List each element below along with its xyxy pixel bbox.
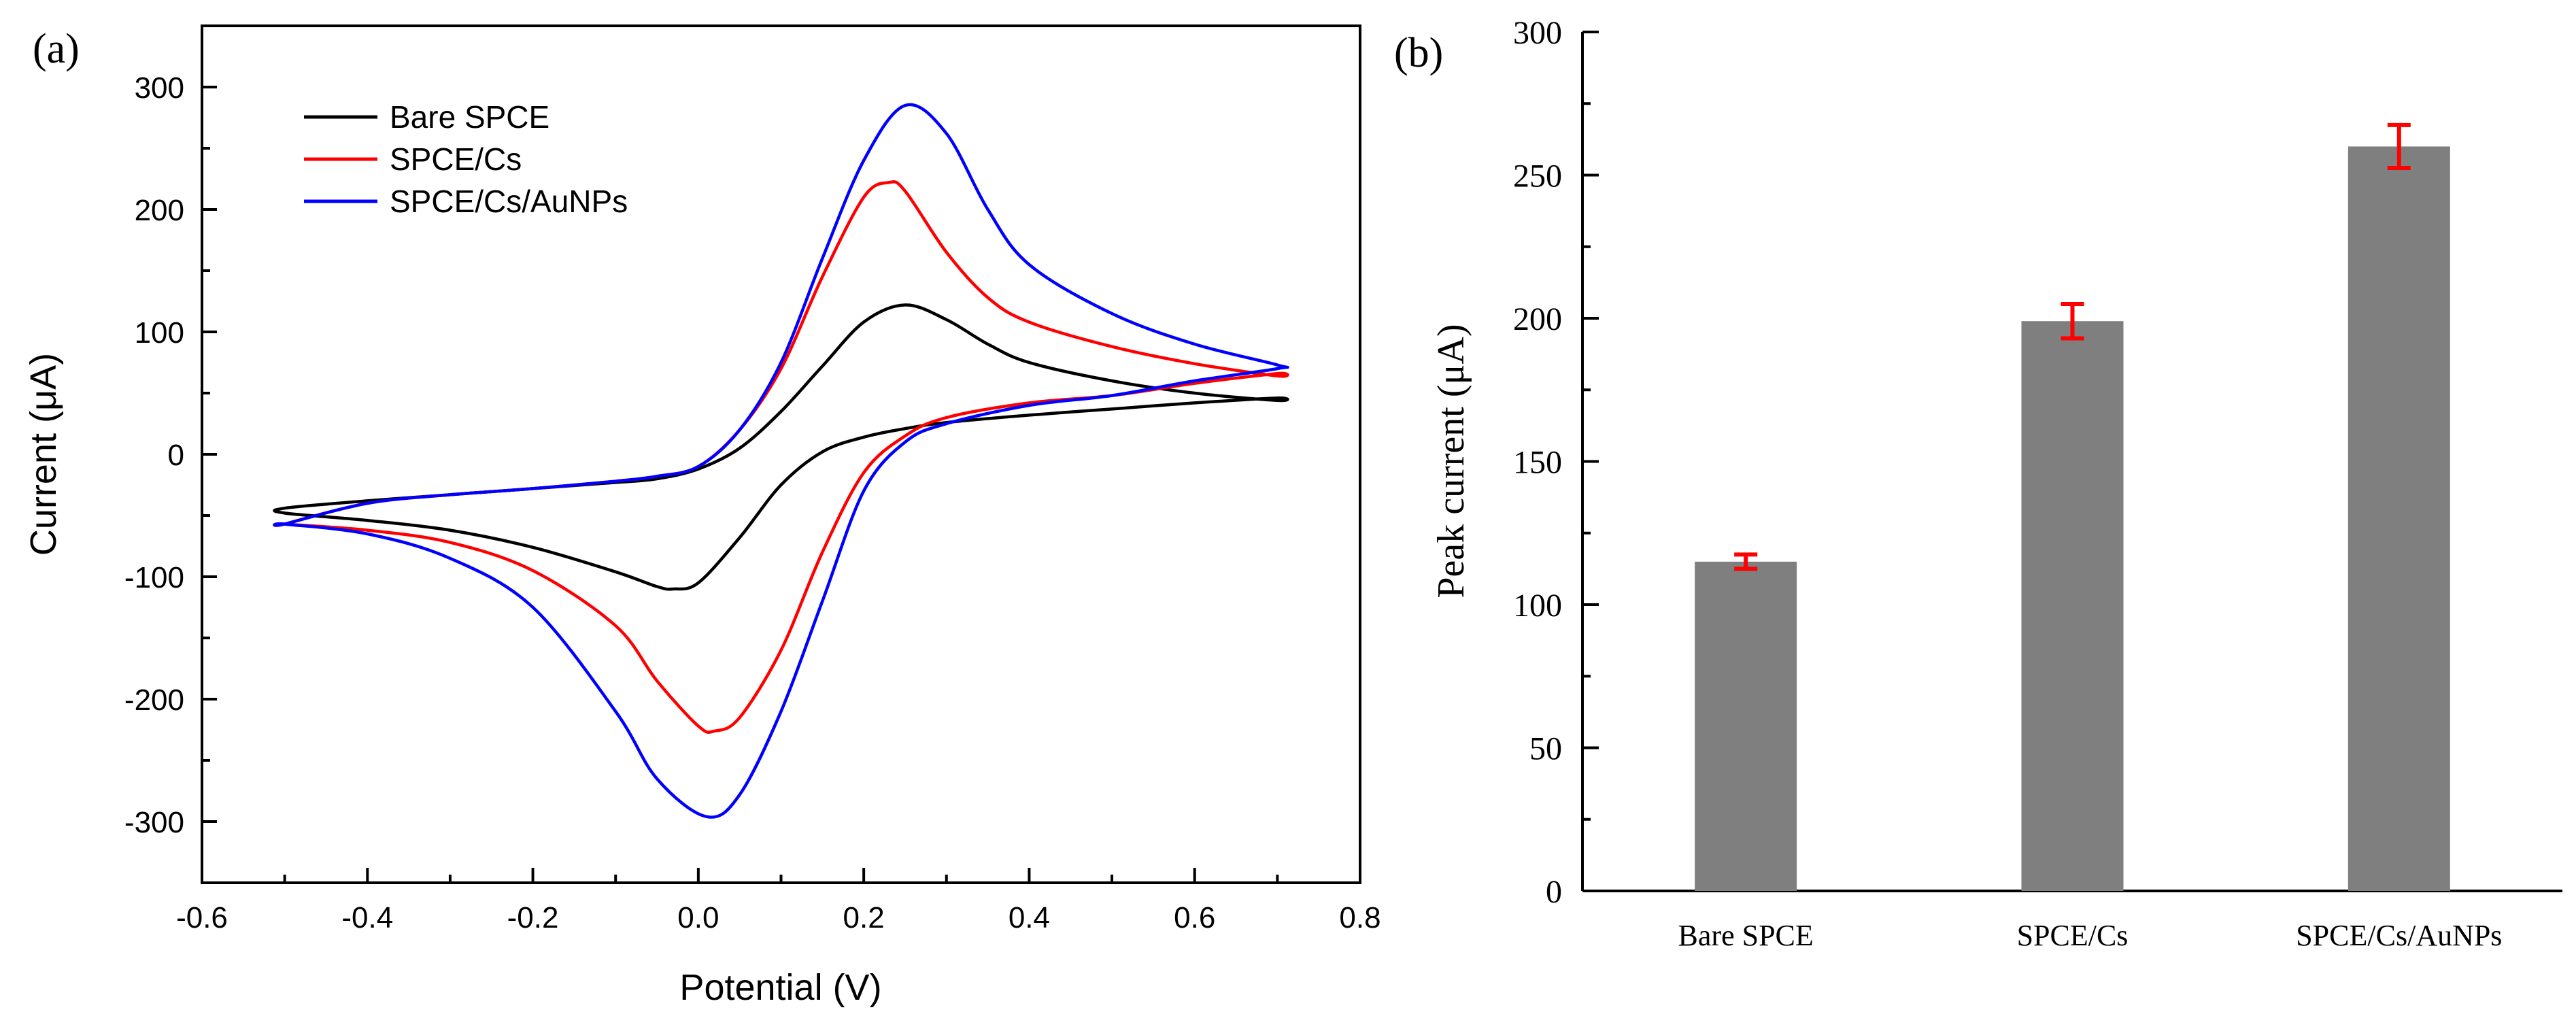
cv-legend: Bare SPCE SPCE/Cs SPCE/Cs/AuNPs bbox=[304, 99, 628, 219]
bar-y-ticks: 0 50 100 150 200 250 300 bbox=[1513, 15, 1599, 910]
cv-y-tick-label: 200 bbox=[135, 194, 184, 227]
bar-y-tick-label: 150 bbox=[1513, 445, 1562, 481]
cv-x-tick-label: -0.6 bbox=[176, 901, 228, 934]
cv-y-tick-label: 100 bbox=[135, 316, 184, 350]
cv-x-tick-label: -0.2 bbox=[507, 901, 559, 934]
cv-x-ticks: -0.6 -0.4 -0.2 0.0 0.2 0.4 0.6 0.8 bbox=[176, 868, 1381, 934]
legend-label: SPCE/Cs bbox=[390, 141, 522, 177]
cv-curves bbox=[273, 103, 1289, 819]
cv-y-axis-label: Current (μA) bbox=[23, 353, 64, 556]
cv-plot-frame bbox=[201, 24, 1361, 884]
cv-x-tick-label: 0.4 bbox=[1009, 901, 1050, 934]
bar-y-tick-label: 300 bbox=[1513, 15, 1562, 51]
cv-x-axis-label: Potential (V) bbox=[679, 967, 881, 1008]
cv-curve-spce-cs bbox=[273, 180, 1289, 734]
cv-x-tick-label: 0.0 bbox=[677, 901, 719, 934]
panel-b-label: (b) bbox=[1394, 30, 1443, 76]
bar-chart-panel: 0 50 100 150 200 250 300 Bare SPCE SPCE/Cs SPCE/… bbox=[1394, 15, 2562, 952]
bar-category-label: Bare SPCE bbox=[1678, 919, 1814, 952]
cv-x-tick-label: 0.8 bbox=[1339, 901, 1380, 934]
bar-y-tick-label: 50 bbox=[1529, 731, 1562, 767]
bar bbox=[2021, 321, 2124, 892]
error-bar bbox=[1734, 552, 1758, 571]
panel-a-label: (a) bbox=[33, 26, 80, 72]
legend-label: Bare SPCE bbox=[390, 99, 549, 135]
legend-label: SPCE/Cs/AuNPs bbox=[390, 184, 628, 219]
cv-y-tick-label: 0 bbox=[168, 439, 184, 472]
cv-curve-spce-cs-aunps bbox=[273, 103, 1289, 819]
error-bar bbox=[2387, 122, 2411, 170]
bar bbox=[2348, 146, 2450, 891]
bar-category-label: SPCE/Cs/AuNPs bbox=[2296, 919, 2502, 952]
cv-x-tick-label: 0.6 bbox=[1174, 901, 1215, 934]
cv-y-tick-label: 300 bbox=[135, 71, 184, 105]
error-bar bbox=[2061, 301, 2084, 341]
cv-y-tick-label: -100 bbox=[124, 561, 184, 594]
cv-y-tick-label: -300 bbox=[124, 806, 184, 839]
cv-curve-bare-spce bbox=[273, 303, 1289, 591]
bars bbox=[1695, 122, 2450, 892]
bar bbox=[1695, 561, 1797, 891]
cv-y-ticks: -300 -200 -100 0 100 200 300 bbox=[124, 24, 217, 884]
bar-y-tick-label: 100 bbox=[1513, 588, 1562, 624]
bar-y-tick-label: 200 bbox=[1513, 301, 1562, 337]
bar-category-label: SPCE/Cs bbox=[2017, 919, 2129, 952]
bar-y-tick-label: 0 bbox=[1546, 874, 1562, 910]
cv-plot-panel: -0.6 -0.4 -0.2 0.0 0.2 0.4 0.6 0.8 -300 -200 -100… bbox=[23, 24, 1381, 1008]
cv-y-tick-label: -200 bbox=[124, 684, 184, 717]
bar-y-tick-label: 250 bbox=[1513, 158, 1562, 195]
bar-category-labels: Bare SPCE SPCE/Cs SPCE/Cs/AuNPs bbox=[1678, 919, 2503, 952]
cv-x-tick-label: 0.2 bbox=[843, 901, 885, 934]
bar-y-axis-label: Peak current (μA) bbox=[1430, 324, 1472, 598]
cv-x-tick-label: -0.4 bbox=[341, 901, 393, 934]
